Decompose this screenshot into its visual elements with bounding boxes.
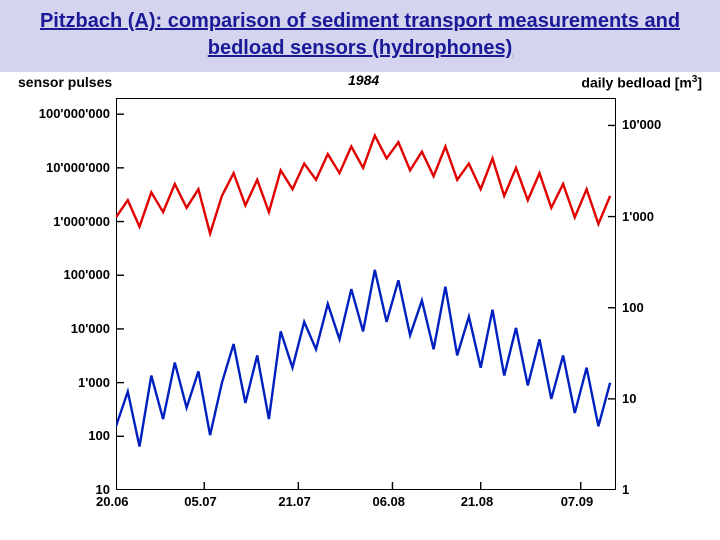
right-tick-label: 10	[622, 391, 636, 406]
left-tick-label: 10'000	[71, 321, 110, 336]
right-tick-label: 1	[622, 482, 629, 497]
right-tick-label: 10'000	[622, 117, 661, 132]
x-tick-label: 07.09	[561, 494, 594, 509]
left-tick-label: 100'000	[64, 267, 110, 282]
x-tick-label: 20.06	[96, 494, 129, 509]
left-tick-label: 1'000'000	[53, 214, 110, 229]
x-tick-label: 21.08	[461, 494, 494, 509]
x-tick-label: 06.08	[372, 494, 405, 509]
right-tick-label: 1'000	[622, 209, 654, 224]
left-tick-label: 10'000'000	[46, 160, 110, 175]
plot-svg	[116, 98, 616, 490]
x-tick-label: 05.07	[184, 494, 217, 509]
left-tick-label: 1'000	[78, 375, 110, 390]
x-tick-label: 21.07	[278, 494, 311, 509]
title-band: Pitzbach (A): comparison of sediment tra…	[0, 0, 720, 72]
chart-area: sensor pulses 1984 daily bedload [m3] 10…	[18, 70, 702, 530]
slide-title: Pitzbach (A): comparison of sediment tra…	[30, 8, 690, 62]
right-tick-label: 100	[622, 300, 644, 315]
right-axis-label: daily bedload [m3]	[581, 74, 702, 91]
left-tick-label: 100	[88, 428, 110, 443]
chart-year-title: 1984	[348, 72, 379, 88]
left-tick-label: 100'000'000	[39, 106, 110, 121]
left-axis-label: sensor pulses	[18, 74, 112, 90]
